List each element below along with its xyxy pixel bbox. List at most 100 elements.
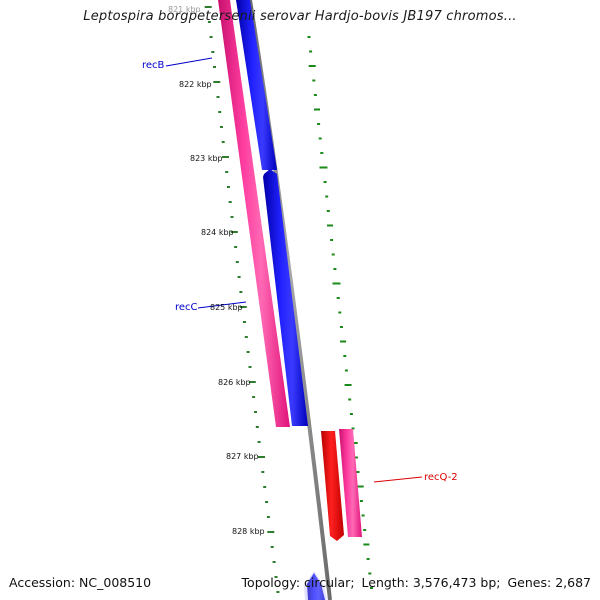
gene-label-recC[interactable]: recC — [175, 302, 198, 313]
tick-mark — [255, 426, 259, 428]
gc-skew-mark — [309, 50, 313, 53]
feature-gene-recB-recC — [218, 0, 290, 427]
gc-skew-mark — [307, 36, 311, 38]
tick-mark — [207, 21, 211, 23]
tick-mark — [228, 201, 232, 203]
tick-mark — [261, 471, 265, 473]
feature-cds-recQ-2 — [321, 431, 344, 541]
gc-skew-mark — [320, 152, 324, 154]
label-line-recB — [165, 57, 213, 67]
tick-mark — [230, 231, 238, 233]
tick-mark — [248, 381, 256, 383]
tick-mark — [267, 531, 275, 533]
tick-mark — [244, 336, 248, 338]
gc-skew-mark — [323, 181, 327, 183]
gc-skew-mark — [370, 587, 373, 589]
gc-skew-mark — [348, 398, 352, 401]
tick-label-823: 823 kbp — [190, 154, 223, 163]
tick-mark — [209, 36, 213, 38]
accession-label: Accession: — [9, 575, 76, 590]
gc-skew-mark — [344, 369, 348, 372]
label-line-recC — [197, 301, 247, 309]
gc-skew-mark — [318, 137, 322, 140]
tick-label-824: 824 kbp — [201, 228, 234, 237]
gc-skew-mark — [361, 514, 365, 517]
gc-skew-mark — [340, 340, 347, 343]
tick-mark — [246, 351, 250, 353]
genome-summary: Topology: circular; Length: 3,576,473 bp… — [241, 575, 591, 590]
gc-skew-mark — [327, 224, 333, 227]
accession-info: Accession: NC_008510 — [9, 575, 151, 590]
tick-mark — [216, 96, 220, 98]
gc-skew-mark — [343, 355, 347, 357]
tick-mark — [243, 321, 246, 323]
tick-mark — [234, 246, 238, 248]
gc-skew-mark — [313, 94, 317, 96]
gc-skew-mark — [312, 79, 316, 82]
tick-label-827: 827 kbp — [226, 452, 259, 461]
tick-label-825: 825 kbp — [210, 303, 243, 312]
topology-value: circular — [304, 575, 351, 590]
topology-label: Topology: — [241, 575, 301, 590]
length-label: Length: — [361, 575, 409, 590]
tick-mark — [254, 411, 257, 413]
tick-mark — [225, 171, 229, 173]
gene-label-recQ-2[interactable]: recQ-2 — [424, 472, 458, 483]
gc-skew-mark — [368, 572, 372, 575]
gc-skew-mark — [325, 195, 329, 198]
gc-skew-mark — [338, 311, 342, 314]
tick-label-821: 821 kbp — [168, 5, 201, 14]
tick-mark — [230, 216, 234, 218]
tick-mark — [235, 261, 239, 263]
tick-mark — [204, 6, 212, 8]
gc-skew-track — [307, 36, 373, 589]
tick-mark — [265, 501, 269, 503]
feature-gene-recQ-2 — [339, 429, 362, 537]
genes-value: 2,687 — [555, 575, 591, 590]
gc-skew-mark — [356, 471, 360, 473]
feature-cds-recC — [263, 169, 308, 426]
gc-skew-mark — [319, 166, 328, 169]
tick-mark — [211, 51, 215, 53]
gc-skew-mark — [359, 500, 363, 502]
gc-skew-mark — [332, 282, 341, 285]
tick-mark — [218, 111, 222, 113]
gc-skew-mark — [354, 456, 358, 459]
tick-mark — [222, 156, 229, 158]
gc-skew-mark — [314, 108, 320, 111]
gc-skew-mark — [317, 123, 321, 125]
tick-mark — [220, 126, 223, 128]
gc-skew-mark — [333, 268, 337, 270]
gc-skew-mark — [351, 427, 355, 430]
gene-label-recB[interactable]: recB — [142, 60, 165, 71]
genes-label: Genes: — [507, 575, 552, 590]
tick-mark — [213, 81, 221, 83]
tick-mark — [239, 291, 243, 293]
accession-value: NC_008510 — [79, 575, 152, 590]
gc-skew-mark — [351, 442, 358, 444]
gc-skew-mark — [349, 413, 353, 415]
gc-skew-mark — [366, 558, 370, 560]
tick-label-826: 826 kbp — [218, 378, 251, 387]
tick-mark — [258, 456, 265, 458]
tick-mark — [221, 141, 225, 143]
gc-skew-mark — [355, 485, 364, 488]
label-line-recQ-2 — [373, 476, 423, 483]
tick-mark — [272, 561, 276, 563]
tick-mark — [248, 366, 252, 368]
length-value: 3,576,473 bp — [412, 575, 497, 590]
tick-mark — [276, 591, 280, 593]
feature-cds-recB — [236, 0, 277, 170]
tick-mark — [257, 441, 261, 443]
gc-skew-mark — [331, 253, 335, 256]
gc-skew-mark — [344, 384, 352, 386]
gc-skew-mark — [363, 529, 367, 531]
gc-skew-mark — [330, 239, 334, 241]
feature-cds-bottom-halo — [304, 571, 327, 600]
tick-mark-track — [204, 6, 280, 593]
map-title: Leptospira borgpetersenii serovar Hardjo… — [83, 9, 517, 24]
tick-mark — [237, 276, 241, 278]
tick-mark — [227, 186, 230, 188]
tick-mark — [263, 486, 267, 488]
